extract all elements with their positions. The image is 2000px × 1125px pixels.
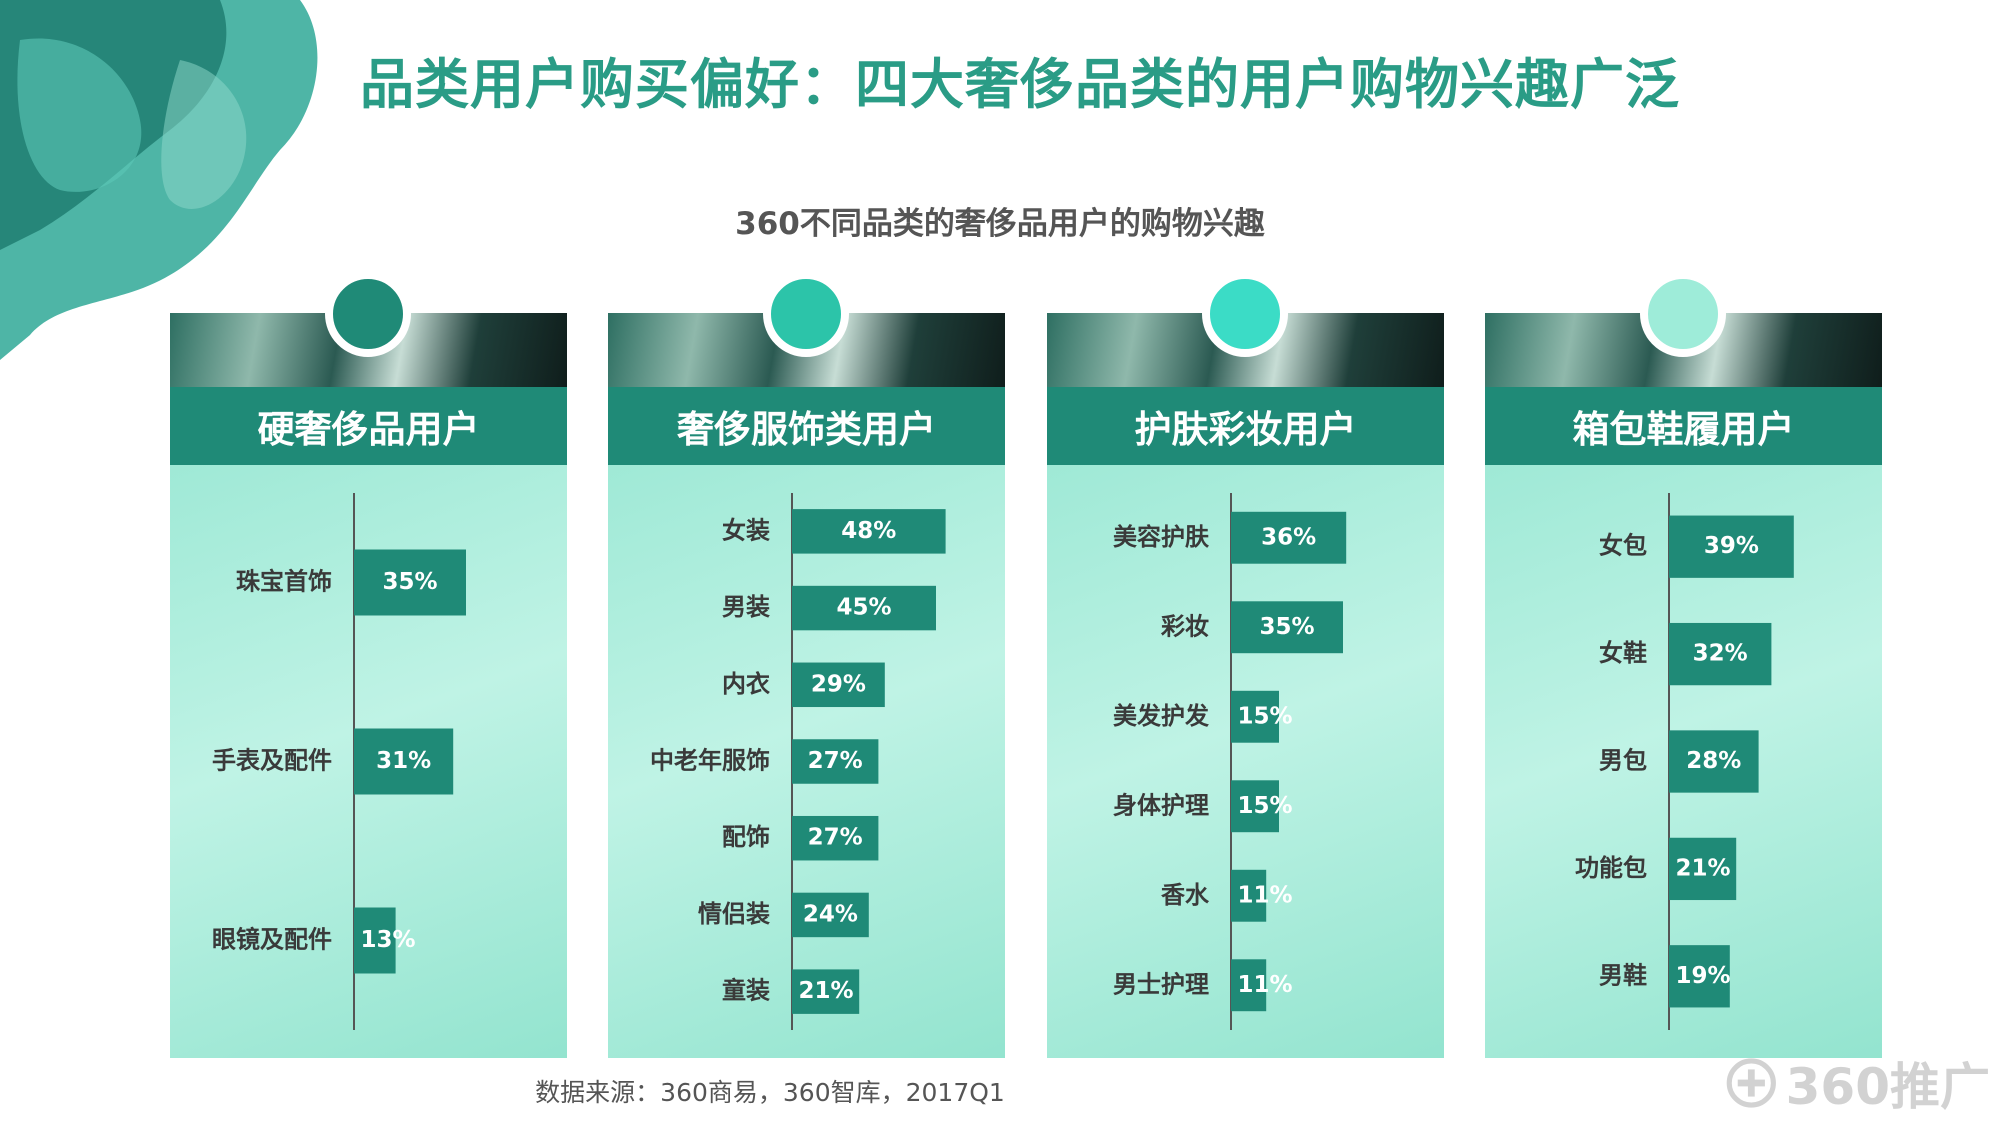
value-label: 27%: [808, 825, 863, 851]
chart-subtitle: 360不同品类的奢侈品用户的购物兴趣: [735, 206, 1265, 242]
category-label: 眼镜及配件: [212, 926, 332, 954]
value-label: 36%: [1261, 524, 1316, 550]
category-label: 女装: [722, 516, 770, 544]
category-label: 美发护发: [1113, 702, 1209, 730]
brand-logo: 360推广: [1725, 1050, 1990, 1116]
value-label: 24%: [803, 901, 858, 927]
panel-circle-icon: [1202, 271, 1288, 357]
panel-chart-area: 珠宝首饰 35% 手表及配件 31% 眼镜及配件 13%: [170, 465, 567, 1058]
panel-circle-icon: [325, 271, 411, 357]
panel-title: 奢侈服饰类用户: [608, 387, 1005, 465]
value-label: 29%: [811, 671, 866, 697]
value-label: 19%: [1675, 963, 1730, 989]
bar: [1231, 690, 1279, 743]
bar: [1231, 511, 1347, 564]
bar: [792, 739, 879, 784]
value-label: 31%: [376, 748, 431, 774]
value-label: 11%: [1237, 972, 1292, 998]
category-label: 身体护理: [1113, 791, 1209, 819]
category-label: 男鞋: [1599, 961, 1647, 989]
bar: [1231, 869, 1267, 922]
category-panel-skincare: 护肤彩妆用户 美容护肤 36% 彩妆 35% 美发护发 15% 身体护理 15% 香水 11% 男士…: [1047, 271, 1444, 1058]
bar: [792, 585, 936, 631]
category-label: 女鞋: [1599, 639, 1647, 667]
category-label: 珠宝首饰: [236, 568, 332, 596]
category-panel-apparel: 奢侈服饰类用户 女装 48% 男装 45% 内衣 29% 中老年服饰 27% 配饰 27% 情侣装 2…: [608, 271, 1005, 1058]
category-label: 配饰: [722, 823, 770, 851]
value-label: 27%: [808, 748, 863, 774]
category-label: 童装: [722, 977, 770, 1005]
panel-title: 护肤彩妆用户: [1047, 387, 1444, 465]
bar: [1669, 515, 1794, 578]
panel-title: 硬奢侈品用户: [170, 387, 567, 465]
category-label: 中老年服饰: [650, 747, 770, 775]
bar-chart: 美容护肤 36% 彩妆 35% 美发护发 15% 身体护理 15% 香水 11% 男士护理 11%: [1113, 493, 1347, 1030]
value-label: 28%: [1686, 748, 1741, 774]
bar-chart: 女包 39% 女鞋 32% 男包 28% 功能包 21% 男鞋 19%: [1575, 493, 1794, 1030]
category-label: 男包: [1599, 747, 1647, 775]
data-source-note: 数据来源：360商易，360智库，2017Q1: [535, 1078, 1005, 1107]
bar-chart: 珠宝首饰 35% 手表及配件 31% 眼镜及配件 13%: [212, 493, 466, 1030]
bar: [792, 892, 869, 938]
panel-chart-area: 女包 39% 女鞋 32% 男包 28% 功能包 21% 男鞋 19%: [1485, 465, 1882, 1058]
category-label: 手表及配件: [212, 747, 332, 775]
brand-plus-icon: [1726, 1058, 1776, 1108]
category-panel-hard-luxury: 硬奢侈品用户 珠宝首饰 35% 手表及配件 31% 眼镜及配件 13%: [170, 271, 567, 1058]
panel-circle-icon: [1640, 271, 1726, 357]
panel-circle-icon: [763, 271, 849, 357]
bar: [354, 549, 466, 616]
category-label: 情侣装: [698, 900, 770, 928]
bar-chart: 女装 48% 男装 45% 内衣 29% 中老年服饰 27% 配饰 27% 情侣装 24% 童装 21%: [650, 493, 946, 1030]
category-label: 女包: [1599, 532, 1647, 560]
category-label: 功能包: [1575, 854, 1647, 882]
value-label: 39%: [1704, 533, 1759, 559]
value-label: 21%: [798, 978, 853, 1004]
value-label: 11%: [1237, 882, 1292, 908]
bar: [1669, 622, 1772, 686]
panel-title: 箱包鞋履用户: [1485, 387, 1882, 465]
panel-chart-area: 美容护肤 36% 彩妆 35% 美发护发 15% 身体护理 15% 香水 11% 男士护理 11%: [1047, 465, 1444, 1058]
bar: [792, 509, 946, 554]
bar: [354, 907, 396, 974]
category-panel-bags-shoes: 箱包鞋履用户 女包 39% 女鞋 32% 男包 28% 功能包 21% 男鞋 19%: [1485, 271, 1882, 1058]
category-label: 香水: [1161, 881, 1210, 909]
category-label: 彩妆: [1160, 612, 1209, 640]
bar: [792, 662, 885, 708]
bar: [1231, 780, 1279, 833]
bar: [792, 815, 879, 861]
bar: [1669, 837, 1737, 901]
value-label: 15%: [1237, 703, 1292, 729]
value-label: 45%: [836, 595, 891, 621]
value-label: 21%: [1675, 855, 1730, 881]
panel-chart-area: 女装 48% 男装 45% 内衣 29% 中老年服饰 27% 配饰 27% 情侣装 24% 童装 21%: [608, 465, 1005, 1058]
value-label: 32%: [1693, 641, 1748, 667]
bar: [354, 728, 454, 795]
category-label: 男士护理: [1113, 970, 1209, 998]
bar: [1231, 959, 1267, 1012]
category-label: 内衣: [722, 670, 770, 698]
value-label: 35%: [382, 569, 437, 595]
bar: [1669, 945, 1730, 1008]
value-label: 15%: [1237, 793, 1292, 819]
bar: [792, 969, 860, 1014]
value-label: 48%: [841, 518, 896, 544]
brand-logo-text: 360推广: [1785, 1058, 1990, 1116]
category-label: 美容护肤: [1113, 523, 1210, 551]
bar: [1231, 601, 1343, 654]
decorative-ink-image: [0, 0, 318, 360]
category-label: 男装: [722, 593, 770, 621]
bar: [1669, 730, 1759, 793]
page-title: 品类用户购买偏好：四大奢侈品类的用户购物兴趣广泛: [360, 53, 1680, 116]
value-label: 13%: [360, 927, 415, 953]
value-label: 35%: [1259, 614, 1314, 640]
